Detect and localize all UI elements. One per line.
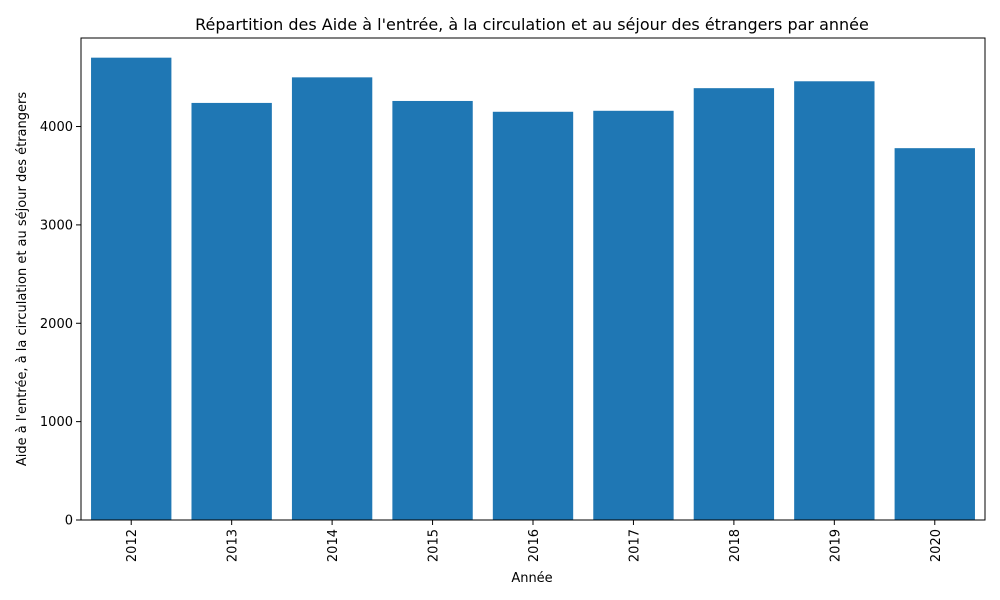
y-tick-label: 0 [65,514,73,529]
x-tick-label: 2012 [125,529,140,562]
bar-2014 [291,77,373,520]
x-tick-label: 2016 [527,529,542,562]
x-tick-label: 2018 [728,529,743,562]
x-tick-label: 2020 [929,529,944,562]
bar-2013 [191,102,272,521]
y-tick-label: 4000 [40,120,73,135]
bar-2019 [794,81,875,520]
x-tick-label: 2015 [427,529,442,562]
chart-title: Répartition des Aide à l'entrée, à la ci… [195,15,869,34]
y-tick-label: 3000 [40,218,73,233]
y-tick-label: 2000 [40,317,73,332]
y-tick-label: 1000 [40,415,73,430]
bar-2018 [693,88,775,521]
bar-2012 [91,57,172,521]
plot-area: 0 1000 2000 3000 4000 2012 2013 2014 2015 2016 201… [40,37,986,562]
x-tick-label: 2019 [828,529,843,562]
x-tick-label: 2017 [627,529,642,562]
y-axis-label: Aide à l'entrée, à la circulation et au … [15,92,30,466]
bar-2016 [492,111,574,520]
x-tick-label: 2014 [326,529,341,562]
bar-2017 [593,110,674,520]
x-axis-label: Année [511,571,552,586]
bar-2020 [894,148,975,521]
bar-2015 [392,100,473,521]
x-tick-label: 2013 [226,529,241,562]
